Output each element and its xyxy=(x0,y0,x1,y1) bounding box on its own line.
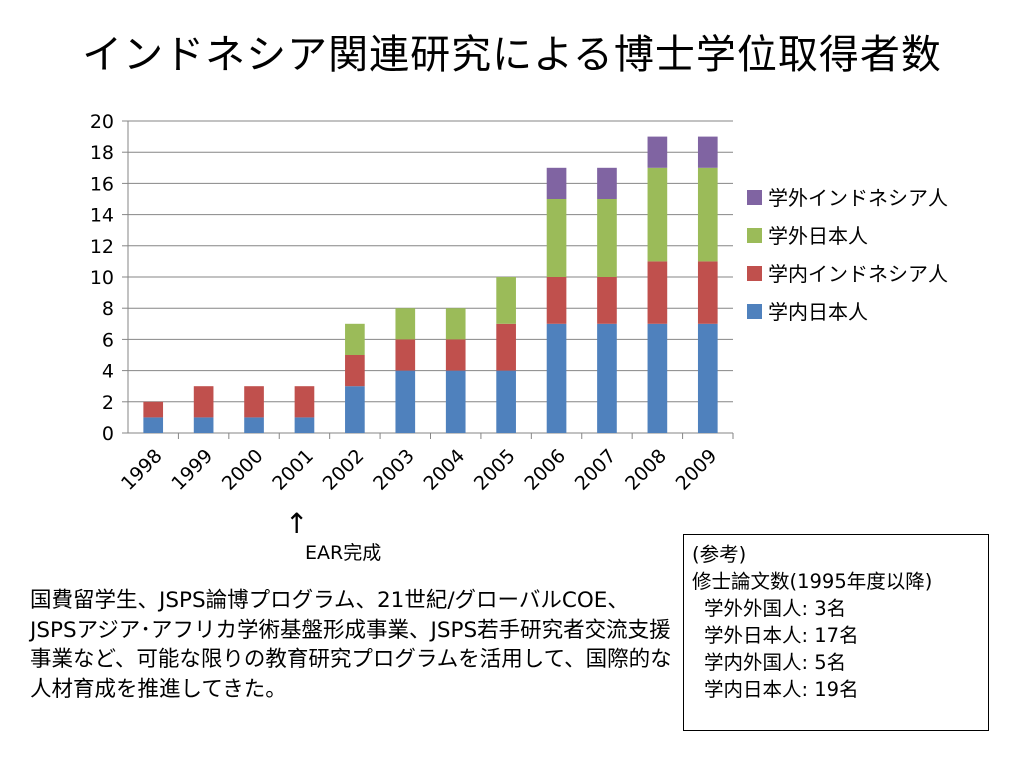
legend-swatch xyxy=(747,266,762,281)
bar-segment xyxy=(647,261,668,324)
bar-segment xyxy=(697,323,718,433)
bar-segment xyxy=(193,417,214,433)
page-title: インドネシア関連研究による博士学位取得者数 xyxy=(82,32,942,78)
bar-segment xyxy=(395,308,416,340)
bar-segment xyxy=(345,323,365,355)
reference-heading: (参考) xyxy=(692,543,747,566)
bar-segment xyxy=(647,167,668,262)
y-tick-label: 14 xyxy=(90,205,114,227)
up-arrow-icon: ↑ xyxy=(285,507,309,540)
reference-item: 学内日本人: 19名 xyxy=(704,678,859,701)
x-tick-label: 2005 xyxy=(470,445,520,495)
bar-segment xyxy=(445,339,466,371)
bar-segment xyxy=(143,401,164,418)
reference-item: 学外日本人: 17名 xyxy=(704,624,859,647)
bar-segment xyxy=(546,277,567,324)
y-tick-label: 6 xyxy=(102,329,114,351)
bar-segment xyxy=(244,386,264,418)
x-tick-label: 2004 xyxy=(419,445,469,495)
bar-segment xyxy=(395,339,416,371)
y-tick-label: 12 xyxy=(90,236,114,258)
legend-swatch xyxy=(747,190,762,205)
bar-segment xyxy=(546,323,567,433)
x-tick-label: 2009 xyxy=(672,445,722,495)
bar-segment xyxy=(597,167,617,199)
legend-label: 学外日本人 xyxy=(768,224,868,248)
legend-label: 学内インドネシア人 xyxy=(768,262,948,286)
x-tick-label: 2008 xyxy=(621,445,671,495)
y-tick-label: 18 xyxy=(90,142,114,164)
x-tick-label: 1999 xyxy=(167,445,217,495)
bar-segment xyxy=(546,199,567,277)
y-tick-label: 8 xyxy=(102,298,114,320)
bar-segment xyxy=(395,370,416,433)
x-tick-label: 2001 xyxy=(268,445,318,495)
reference-item: 学外外国人: 3名 xyxy=(704,597,847,620)
reference-subheading: 修士論文数(1995年度以降) xyxy=(692,570,933,593)
bar-segment xyxy=(597,277,617,324)
bar-segment xyxy=(445,370,466,433)
bar-segment xyxy=(445,308,466,340)
bar-segment xyxy=(345,355,365,387)
y-tick-label: 0 xyxy=(102,423,114,445)
description-text: 国費留学生、JSPS論博プログラム、21世紀/グローバルCOE、JSPSアジア･… xyxy=(30,588,672,702)
x-tick-label: 2007 xyxy=(571,445,621,495)
reference-item: 学内外国人: 5名 xyxy=(704,651,847,674)
bar-segment xyxy=(647,136,668,168)
legend-label: 学外インドネシア人 xyxy=(768,186,948,210)
bar-segment xyxy=(597,199,617,277)
bar-segment xyxy=(193,386,214,418)
bar-segment xyxy=(697,136,718,168)
legend-label: 学内日本人 xyxy=(768,300,868,324)
y-tick-label: 4 xyxy=(102,361,114,383)
y-tick-label: 2 xyxy=(102,392,114,414)
legend-swatch xyxy=(747,228,762,243)
bar-segment xyxy=(294,417,315,433)
bar-segment xyxy=(697,261,718,324)
bar-segment xyxy=(496,323,516,371)
bar-segment xyxy=(294,386,315,418)
x-tick-label: 2002 xyxy=(319,445,369,495)
bar-segment xyxy=(345,386,365,433)
x-tick-label: 2006 xyxy=(520,445,570,495)
bar-segment xyxy=(496,277,516,324)
bar-segment xyxy=(546,167,567,199)
y-tick-label: 10 xyxy=(90,267,114,289)
x-tick-label: 1998 xyxy=(117,445,167,495)
reference-box: (参考) 修士論文数(1995年度以降) 学外外国人: 3名 学外日本人: 17… xyxy=(683,534,989,731)
bar-segment xyxy=(143,417,164,433)
bar-segment xyxy=(597,323,617,433)
bar-segment xyxy=(697,167,718,262)
ear-annotation-label: EAR完成 xyxy=(305,542,382,564)
ear-annotation: ↑ EAR完成 xyxy=(283,507,381,565)
legend-swatch xyxy=(747,304,762,319)
bar-segment xyxy=(496,370,516,433)
bar-segment xyxy=(647,323,668,433)
y-tick-label: 20 xyxy=(90,111,114,133)
bar-segment xyxy=(244,417,264,433)
x-tick-label: 2003 xyxy=(369,445,419,495)
x-tick-label: 2000 xyxy=(218,445,268,495)
y-tick-label: 16 xyxy=(90,173,114,195)
